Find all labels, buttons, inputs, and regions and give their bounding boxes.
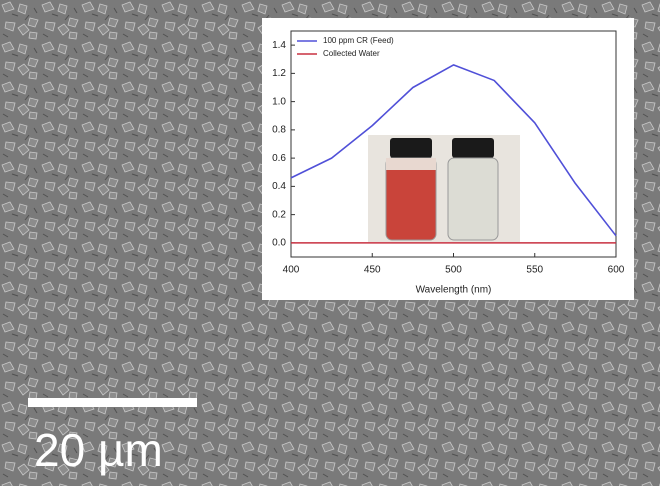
- x-axis-label: Wavelength (nm): [416, 285, 492, 296]
- x-tick-label: 500: [445, 265, 462, 276]
- legend-label: Collected Water: [323, 49, 380, 58]
- legend-label: 100 ppm CR (Feed): [323, 36, 394, 45]
- y-tick-label: 1.0: [272, 96, 286, 107]
- scale-bar: [28, 398, 197, 407]
- x-tick-label: 400: [283, 265, 300, 276]
- x-tick-label: 450: [364, 265, 381, 276]
- y-tick-label: 1.4: [272, 40, 286, 51]
- y-tick-label: 0.6: [272, 153, 286, 164]
- y-tick-label: 0.8: [272, 125, 286, 136]
- y-tick-label: 0.0: [272, 238, 286, 249]
- y-tick-label: 1.2: [272, 68, 286, 79]
- y-tick-label: 0.2: [272, 209, 286, 220]
- series-line: [290, 64, 617, 237]
- scale-bar-label: 20 µm: [34, 424, 163, 476]
- x-tick-label: 550: [526, 265, 543, 276]
- y-tick-label: 0.4: [272, 181, 286, 192]
- plot: 0.0 0.2 0.4 0.6 0.8 1.0 1.2 1.4 400 450 500 550 600 W…: [272, 36, 625, 296]
- x-tick-label: 600: [608, 265, 625, 276]
- vial-photo: [368, 135, 520, 242]
